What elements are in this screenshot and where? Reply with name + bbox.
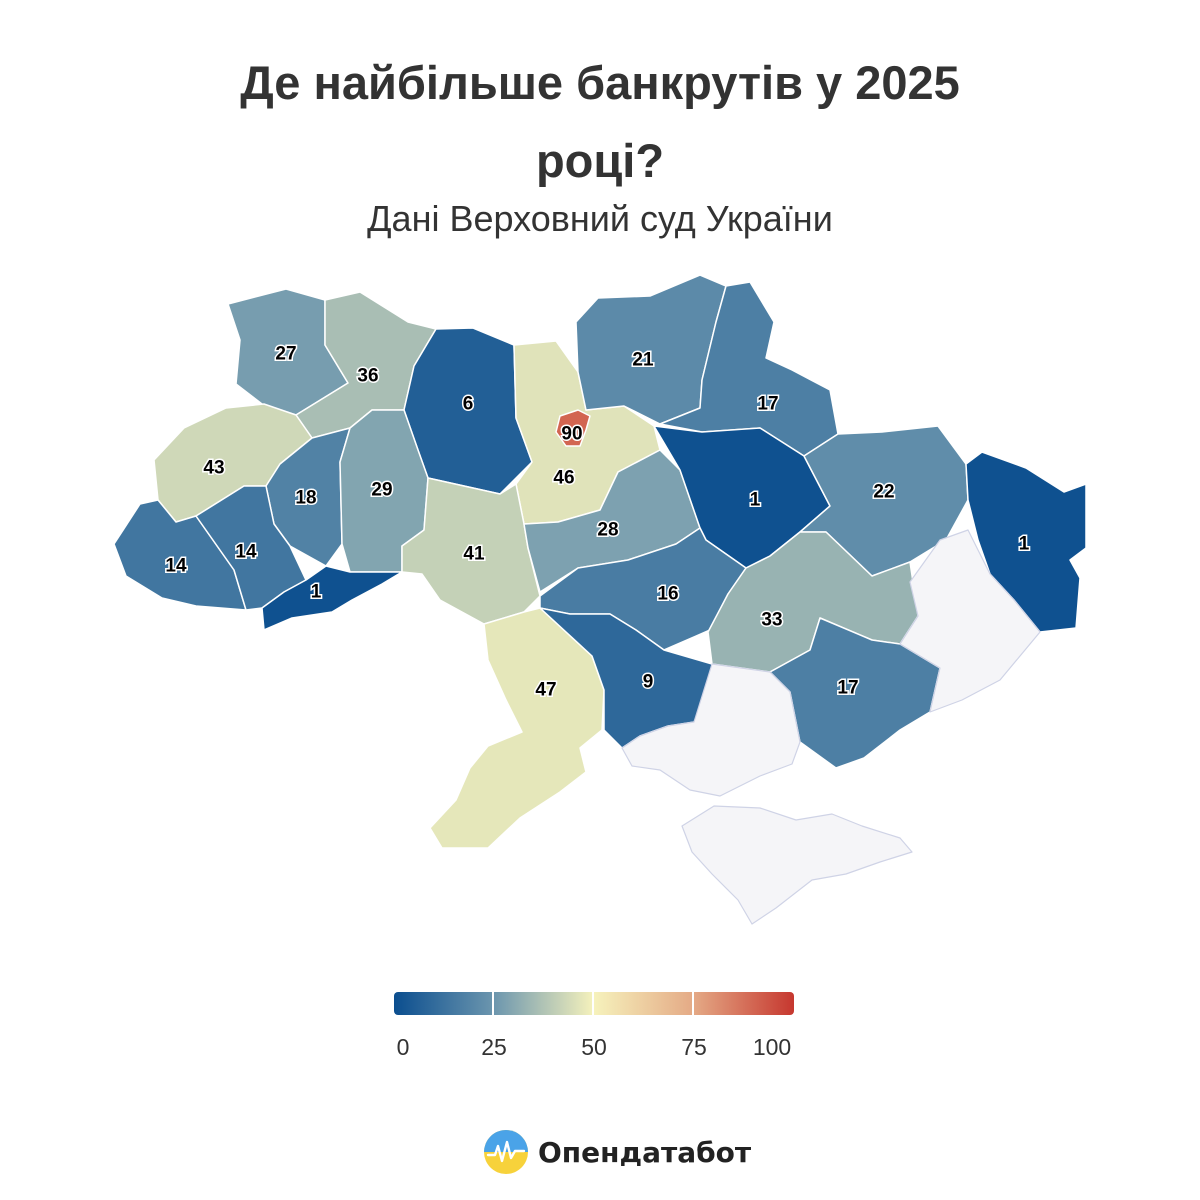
chart-title-line-2: році?	[535, 134, 665, 187]
region-value-label-khmelnytskyi: 29	[371, 480, 392, 501]
legend-divider	[592, 992, 594, 1015]
region-value-label-kharkiv: 22	[873, 482, 894, 503]
region-value-label-cherkasy: 28	[597, 520, 618, 541]
legend-label-50: 50	[581, 1034, 607, 1060]
color-scale-legend	[394, 992, 794, 1015]
region-value-label-zakarpattia: 14	[165, 556, 187, 577]
region-value-label-ternopil: 18	[295, 488, 316, 509]
region-chernivtsi[interactable]	[261, 565, 403, 631]
region-kherson[interactable]	[621, 663, 801, 797]
chart-subtitle: Дані Верховний суд України	[367, 198, 833, 239]
opendatabot-logo-icon	[484, 1130, 528, 1174]
region-value-label-donetsk: 17	[837, 678, 858, 699]
region-value-label-mykolaiv: 9	[643, 672, 654, 693]
region-value-label-ivano-frankivsk: 14	[235, 542, 257, 563]
region-value-label-luhansk: 1	[1019, 534, 1030, 555]
legend-label-100: 100	[752, 1034, 792, 1060]
region-luhansk[interactable]	[965, 451, 1087, 633]
region-value-label-kyiv-obl: 46	[553, 468, 574, 489]
region-kyiv-city[interactable]	[555, 409, 591, 447]
legend-label-0: 0	[396, 1034, 410, 1060]
legend-divider	[492, 992, 494, 1015]
chart-title: Де найбільше банкрутів у 2025 році?	[0, 44, 1200, 200]
legend-label-25: 25	[481, 1034, 507, 1060]
region-value-label-chernihiv: 21	[632, 350, 654, 371]
region-value-label-chernivtsi: 1	[311, 582, 322, 603]
legend-divider	[692, 992, 694, 1015]
legend-label-75: 75	[681, 1034, 707, 1060]
region-value-label-poltava: 1	[750, 490, 761, 511]
brand-logo[interactable]: Опендатабот	[484, 1130, 751, 1174]
region-value-label-kirovohrad: 16	[657, 584, 678, 605]
region-crimea[interactable]	[681, 805, 913, 925]
region-value-label-vinnytsia: 41	[463, 544, 485, 565]
chart-title-line-1: Де найбільше банкрутів у 2025	[240, 56, 960, 109]
region-value-label-volyn: 27	[275, 344, 296, 365]
region-value-label-dnipropetrovsk: 33	[761, 610, 782, 631]
region-value-label-lviv: 43	[203, 458, 224, 479]
region-value-label-kyiv-city: 90	[561, 424, 582, 445]
region-value-label-odesa: 47	[535, 680, 556, 701]
region-value-label-sumy: 17	[757, 394, 778, 415]
region-value-label-rivne: 36	[357, 366, 378, 387]
brand-name: Опендатабот	[538, 1135, 752, 1169]
region-zaporizhzhia[interactable]	[899, 529, 1041, 713]
region-value-label-zhytomyr: 6	[463, 394, 474, 415]
